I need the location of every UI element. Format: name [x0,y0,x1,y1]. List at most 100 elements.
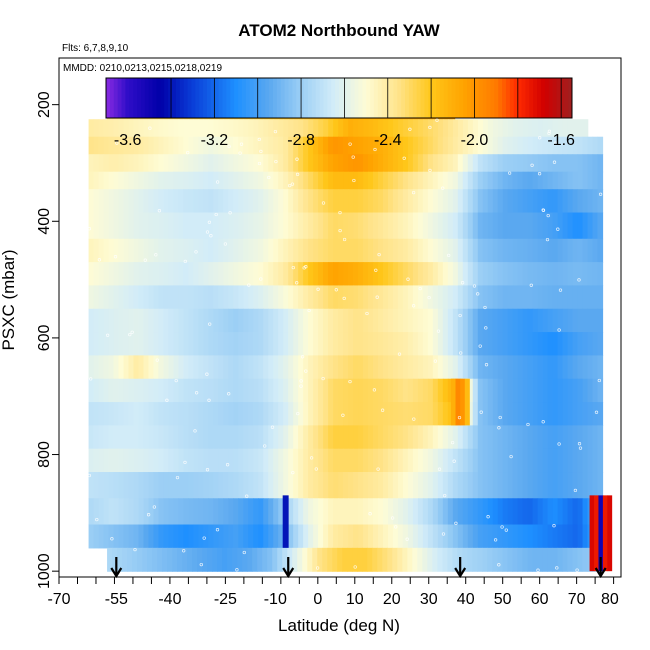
heatmap-cell [507,425,514,450]
heatmap-cell [173,472,179,499]
heatmap-cell [178,355,184,380]
heatmap-cell [153,472,160,499]
heatmap-cell [377,524,384,549]
measurement-point [394,525,398,529]
heatmap-cell [537,238,544,263]
heatmap-cell [497,285,504,310]
heatmap-cell [597,238,604,263]
heatmap-cell [123,238,130,263]
heatmap-cell [328,154,334,173]
heatmap-cell [323,262,329,287]
heatmap-cell [452,262,459,287]
heatmap-cell [358,154,364,173]
heatmap-cell [492,547,499,572]
heatmap-cell [377,212,384,240]
heatmap-cell [243,308,249,333]
heatmap-cell [482,448,489,473]
heatmap-cell [223,238,229,263]
heatmap-cell [427,212,434,240]
heatmap-cell [248,524,254,549]
heatmap-cell [268,498,274,526]
heatmap-cell [487,154,494,173]
heatmap-cell [522,136,529,155]
heatmap-cell [218,171,224,190]
heatmap-cell [512,189,519,214]
heatmap-cell [407,378,414,403]
heatmap-cell [333,189,339,214]
heatmap-cell [407,448,414,473]
heatmap-cell [297,547,303,572]
heatmap-cell [278,171,284,190]
heatmap-cell [138,498,145,526]
measurement-point [597,378,601,383]
heatmap-cell [567,212,574,240]
heatmap-cell [437,262,444,287]
heatmap-cell [228,262,234,287]
heatmap-cell [273,378,279,403]
heatmap-cell [368,189,374,214]
heatmap-cell [412,378,419,403]
measurement-point [214,212,218,217]
heatmap-cell [487,212,494,240]
heatmap-cell [422,308,429,333]
heatmap-cell [382,136,389,155]
colorbar-swatch [125,78,130,118]
heatmap-cell [88,136,95,155]
heatmap-cell [258,472,264,499]
heatmap-cell [183,154,189,173]
heatmap-cell [382,425,389,450]
heatmap-cell [308,498,314,526]
heatmap-cell [338,332,344,357]
heatmap-cell [577,171,584,190]
heatmap-cell [358,498,364,526]
heatmap-cell [292,547,298,572]
heatmap-cell [182,547,188,572]
heatmap-cell [462,524,469,549]
heatmap-cell [273,402,279,426]
heatmap-cell [582,378,589,403]
heatmap-cell [502,154,509,173]
heatmap-cell [587,448,594,473]
heatmap-cell [133,212,140,240]
heatmap-cell [188,262,194,287]
heatmap-cell [368,448,374,473]
colorbar-swatch [183,78,189,118]
heatmap-cell [507,332,514,357]
heatmap-cell [592,378,599,403]
heatmap-cell [333,425,339,450]
heatmap-cell [592,262,599,287]
heatmap-cell [387,154,394,173]
x-tick-label: 50 [494,591,512,608]
heatmap-cell [263,212,269,240]
heatmap-cell [422,448,429,473]
measurement-point [202,536,206,540]
heatmap-cell [258,524,264,549]
measurement-point [193,429,197,433]
heatmap-cell [447,524,454,549]
heatmap-cell [103,212,110,240]
heatmap-cell [233,472,239,499]
heatmap-cell [303,262,309,287]
heatmap-cell [198,472,204,499]
measurement-point [245,494,249,498]
heatmap-cell [547,402,554,426]
measurement-point [348,379,352,384]
heatmap-cell [552,171,559,190]
heatmap-cell [467,355,474,380]
heatmap-cell [437,524,444,549]
heatmap-cell [417,448,424,473]
measurement-point [436,329,441,333]
heatmap-cell [303,136,309,155]
heatmap-cell [552,378,559,403]
heatmap-cell [582,498,589,526]
heatmap-cell [477,136,484,155]
heatmap-cell [162,547,168,572]
heatmap-cell [363,402,369,426]
heatmap-cell [183,189,189,214]
heatmap-cell [387,171,394,190]
heatmap-cell [233,524,239,549]
measurement-point [257,161,262,166]
heatmap-cell [353,355,359,380]
y-tick-label: 400 [36,208,53,235]
heatmap-cell [173,498,179,526]
